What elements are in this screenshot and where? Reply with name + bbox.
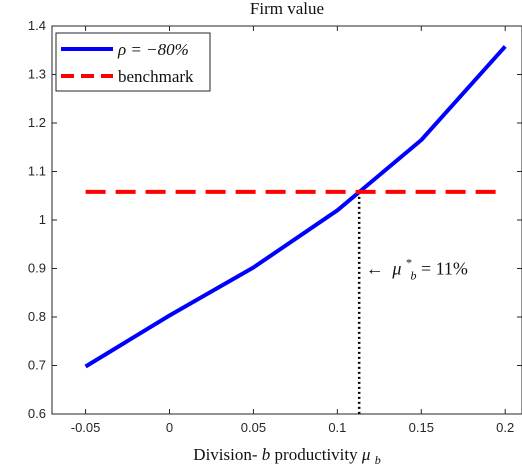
x-label-mu: μ bbox=[361, 445, 371, 464]
annotation-mu-star: ← μ * b = 11% bbox=[366, 250, 468, 283]
x-tick-label: 0.1 bbox=[328, 420, 346, 435]
legend-box bbox=[55, 32, 211, 92]
x-tick-label: -0.05 bbox=[71, 420, 101, 435]
x-tick-label: 0 bbox=[166, 420, 173, 435]
y-tick-label: 0.7 bbox=[28, 358, 46, 373]
x-label-text: Division- bbox=[193, 445, 258, 464]
x-axis-label: Division- b productivity μ b bbox=[193, 445, 380, 467]
y-tick-label: 1 bbox=[39, 212, 46, 227]
annotation-mu: μ bbox=[391, 258, 401, 278]
series-line-rho bbox=[84, 45, 507, 369]
y-tick-label: 1.4 bbox=[28, 18, 46, 33]
y-axis-ticks: 0.6 0.7 0.8 0.9 1 1.1 1.2 1.3 1.4 bbox=[28, 18, 522, 421]
legend-label-rho: ρ = −80% bbox=[117, 40, 189, 59]
x-tick-label: 0.2 bbox=[496, 420, 514, 435]
y-tick-label: 0.8 bbox=[28, 309, 46, 324]
y-tick-label: 1.1 bbox=[28, 164, 46, 179]
x-label-mu-sub: b bbox=[375, 453, 381, 467]
chart-title: Firm value bbox=[250, 0, 324, 18]
legend-label-benchmark: benchmark bbox=[118, 67, 194, 86]
x-tick-label: 0.05 bbox=[241, 420, 266, 435]
x-tick-label: 0.15 bbox=[409, 420, 434, 435]
y-tick-label: 0.6 bbox=[28, 406, 46, 421]
x-label-rest: productivity bbox=[275, 445, 362, 464]
y-tick-label: 1.3 bbox=[28, 67, 46, 82]
annotation-sup: * bbox=[406, 255, 412, 269]
y-tick-label: 0.9 bbox=[28, 261, 46, 276]
annotation-sub: b bbox=[410, 268, 416, 282]
y-tick-label: 1.2 bbox=[28, 115, 46, 130]
plot-lines bbox=[84, 45, 507, 414]
axes-box bbox=[51, 25, 522, 415]
x-label-var: b bbox=[262, 445, 271, 464]
annotation-arrow: ← bbox=[366, 258, 384, 278]
x-axis-ticks: -0.05 0 0.05 0.1 0.15 0.2 bbox=[71, 26, 514, 435]
annotation-equals: = 11% bbox=[421, 258, 468, 278]
legend: ρ = −80% benchmark bbox=[55, 32, 211, 92]
